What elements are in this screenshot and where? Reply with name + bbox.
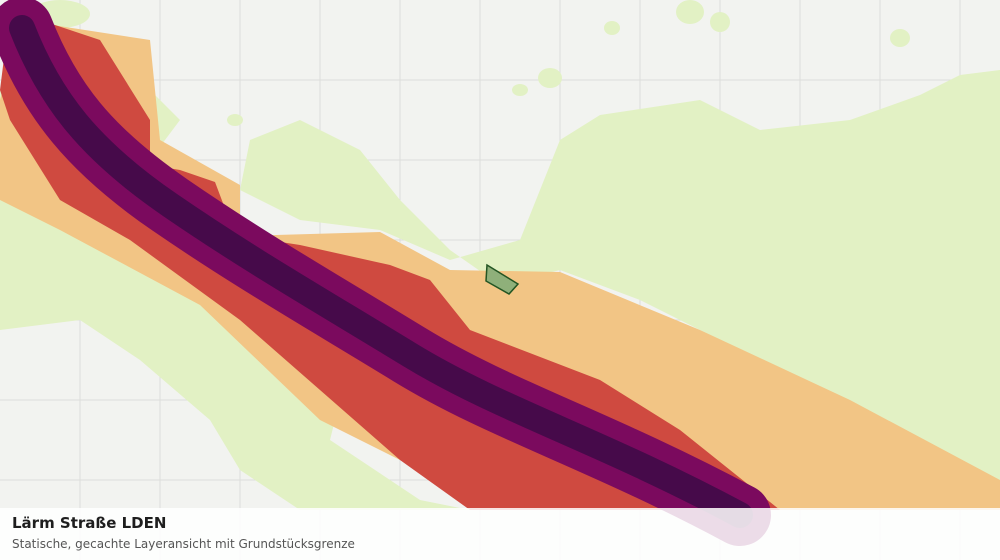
layer-title: Lärm Straße LDEN (12, 514, 167, 532)
parcel-boundary (485, 263, 520, 295)
layer-subtitle: Statische, gecachte Layeransicht mit Gru… (12, 537, 355, 551)
caption-panel: Lärm Straße LDEN Statische, gecachte Lay… (0, 508, 1000, 560)
noise-bands (0, 0, 1000, 546)
